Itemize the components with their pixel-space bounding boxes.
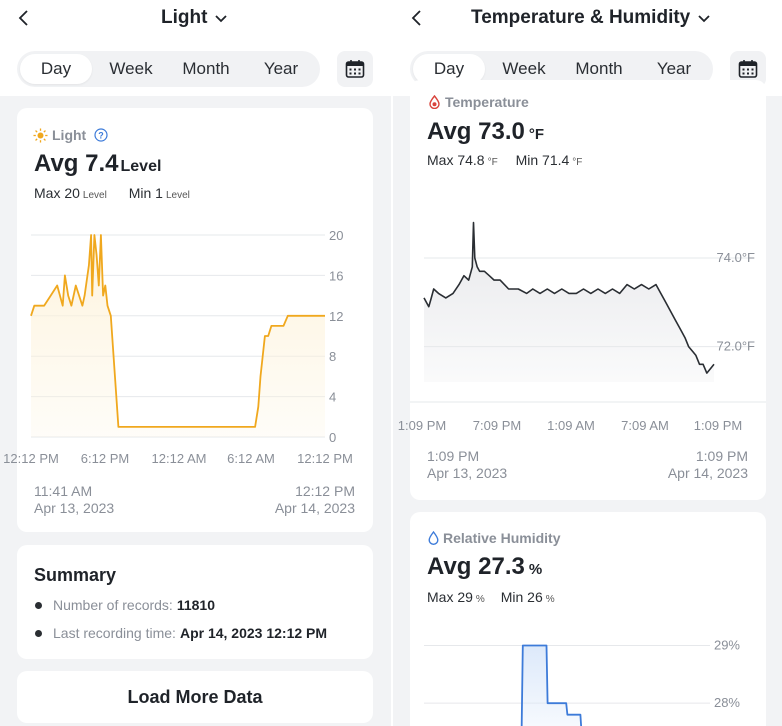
y-tick-label: 72.0°F <box>717 339 756 354</box>
temperature-max-min: Max 74.8 °F Min 71.4 °F <box>427 152 583 168</box>
light-average: Avg 7.4 Level <box>34 150 162 177</box>
y-tick-label: 28% <box>714 695 740 710</box>
light-chart: 20 16 12 8 4 0 12:12 PM 6:12 PM 12:12 AM 6:12 AM 1… <box>3 228 353 466</box>
tab-week[interactable]: Week <box>109 59 153 78</box>
humidity-chart: 29% 28% <box>424 638 740 726</box>
x-tick-label: 12:12 PM <box>3 451 59 466</box>
light-header: Light Day Week Month Year <box>0 0 391 96</box>
light-area <box>31 235 325 437</box>
temperature-start-time: 1:09 PM Apr 13, 2023 <box>427 448 508 481</box>
x-tick-label: 7:09 PM <box>473 418 521 433</box>
y-tick-label: 12 <box>329 309 343 324</box>
humidity-label-row: Relative Humidity <box>428 530 560 546</box>
chevron-left-icon <box>18 10 28 26</box>
pane-divider <box>391 0 393 726</box>
humidity-average: Avg 27.3% <box>427 553 543 580</box>
back-button[interactable] <box>14 6 34 30</box>
x-tick-label: 1:09 PM <box>694 418 742 433</box>
x-tick-label: 12:12 PM <box>297 451 353 466</box>
temperature-line <box>423 221 715 374</box>
last-recording-time: Last recording time: Apr 14, 2023 12:12 P… <box>35 625 327 641</box>
chevron-left-icon <box>411 10 421 26</box>
y-tick-label: 20 <box>329 228 343 243</box>
x-tick-label: 1:09 PM <box>398 418 446 433</box>
light-line <box>30 234 325 428</box>
humidity-max-min: Max 29% Min 26% <box>427 589 555 605</box>
y-tick-label: 4 <box>329 390 336 405</box>
tab-day[interactable]: Day <box>413 54 485 84</box>
period-tabs: Day Week Month Year <box>17 51 320 87</box>
humidity-line <box>520 644 583 726</box>
temperature-label: Temperature <box>445 94 529 110</box>
temperature-label-row: Temperature <box>428 94 529 110</box>
light-label: Light <box>52 127 87 143</box>
tab-month[interactable]: Month <box>182 59 230 78</box>
page-title-dropdown[interactable]: Light <box>161 7 228 29</box>
chevron-down-icon <box>698 14 710 22</box>
page-title: Temperature & Humidity <box>471 7 691 28</box>
x-tick-label: 1:09 AM <box>547 418 595 433</box>
light-start-time: 11:41 AM Apr 13, 2023 <box>34 483 115 516</box>
light-panel: Light Day Week Month Year Light <box>0 0 391 726</box>
light-card: Light ? Avg 7.4 Level Max 20 Level Min 1 Le… <box>3 108 373 532</box>
temperature-humidity-panel: Temperature & Humidity Day Week Month Ye… <box>393 0 782 726</box>
temperature-card: Temperature Avg 73.0 °F Max 74.8 °F Min 71… <box>398 80 766 500</box>
temperature-average: Avg 73.0 °F <box>427 118 545 145</box>
y-tick-label: 0 <box>329 430 336 445</box>
thermometer-drop-icon <box>429 95 440 109</box>
temperature-area <box>424 222 714 382</box>
y-tick-label: 74.0°F <box>717 250 756 265</box>
svg-text:?: ? <box>98 131 104 141</box>
temperature-chart: 74.0°F 72.0°F 1:09 PM 7:09 PM 1:09 AM 7:09 AM… <box>398 221 766 433</box>
back-button[interactable] <box>407 6 427 30</box>
tab-month[interactable]: Month <box>575 59 623 78</box>
page-title: Light <box>161 7 208 28</box>
light-label-row: Light ? <box>33 127 108 143</box>
humidity-card: Relative Humidity Avg 27.3% Max 29% Min … <box>410 512 766 726</box>
tab-year[interactable]: Year <box>656 59 692 78</box>
load-more-button[interactable]: Load More Data <box>17 671 373 723</box>
water-drop-icon <box>428 531 439 545</box>
chevron-down-icon <box>215 14 228 22</box>
summary-title: Summary <box>34 565 117 585</box>
summary-card: Summary Number of records: 11810 Last rec… <box>17 545 373 659</box>
x-tick-label: 12:12 AM <box>152 451 207 466</box>
page-title-dropdown[interactable]: Temperature & Humidity <box>471 7 710 29</box>
light-max-min: Max 20 Level Min 1 Level <box>34 185 190 201</box>
sun-icon <box>33 127 48 143</box>
tab-year[interactable]: Year <box>263 59 299 78</box>
calendar-icon <box>345 60 365 78</box>
y-tick-label: 8 <box>329 349 336 364</box>
question-circle-icon[interactable]: ? <box>94 128 108 142</box>
x-tick-label: 7:09 AM <box>621 418 669 433</box>
y-tick-label: 16 <box>329 268 343 283</box>
humidity-label: Relative Humidity <box>443 530 561 546</box>
x-tick-label: 6:12 AM <box>227 451 275 466</box>
y-tick-label: 29% <box>714 638 740 653</box>
calendar-icon <box>738 60 758 78</box>
tab-day[interactable]: Day <box>20 54 92 84</box>
tab-week[interactable]: Week <box>502 59 546 78</box>
calendar-button[interactable] <box>337 51 373 87</box>
records-count: Number of records: 11810 <box>35 597 215 613</box>
x-tick-label: 6:12 PM <box>81 451 129 466</box>
light-end-time: 12:12 PM Apr 14, 2023 <box>274 483 355 516</box>
temperature-end-time: 1:09 PM Apr 14, 2023 <box>667 448 748 481</box>
